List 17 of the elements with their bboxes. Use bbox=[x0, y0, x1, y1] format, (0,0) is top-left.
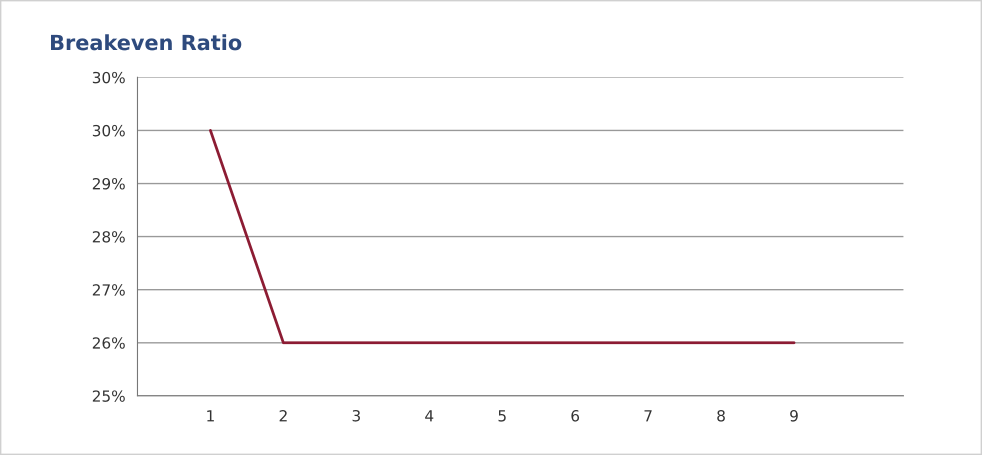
x-tick-label: 2 bbox=[280, 410, 287, 422]
x-tick-label: 7 bbox=[644, 410, 652, 422]
y-tick-label: 26% bbox=[92, 337, 125, 349]
y-tick-label: 28% bbox=[92, 231, 125, 243]
y-tick-label: 27% bbox=[92, 284, 125, 296]
y-tick-label: 30% bbox=[92, 72, 125, 84]
x-tick-label: 6 bbox=[571, 410, 580, 422]
x-tick-label: 3 bbox=[352, 410, 360, 422]
y-tick-label: 25% bbox=[92, 390, 125, 402]
x-tick-label: 4 bbox=[425, 410, 434, 422]
x-tick-label: 5 bbox=[498, 410, 506, 422]
y-tick-label: 30% bbox=[92, 124, 125, 136]
x-tick-label: 1 bbox=[207, 410, 214, 422]
chart-title: Breakeven Ratio bbox=[51, 34, 242, 50]
x-tick-label: 8 bbox=[717, 410, 725, 422]
x-tick-label: 9 bbox=[790, 410, 798, 422]
y-tick-label: 29% bbox=[92, 178, 125, 190]
